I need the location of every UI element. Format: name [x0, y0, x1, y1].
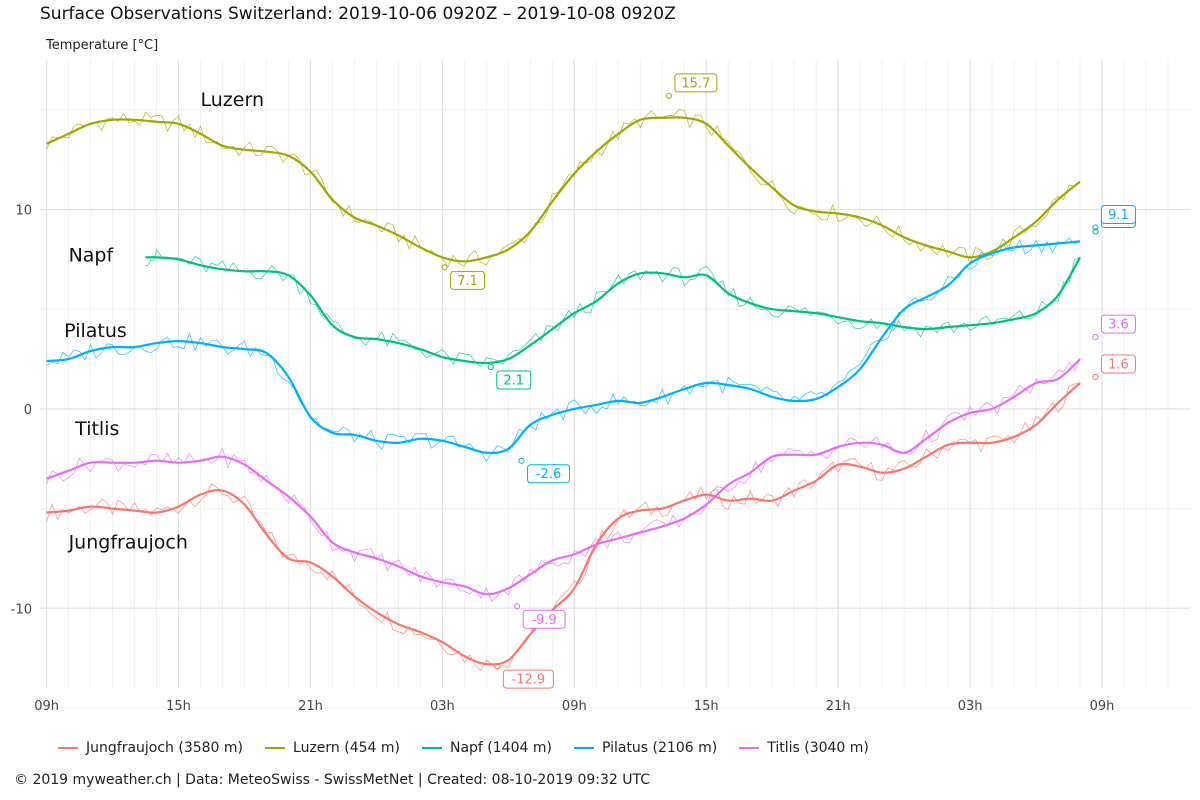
annotation-label-luzern: 7.1 [457, 274, 478, 289]
legend-label: Pilatus (2106 m) [601, 740, 718, 756]
annotation-point-titlis [514, 603, 521, 610]
annotation-point-jungfraujoch [494, 662, 501, 670]
annotation-box-pilatus [1100, 204, 1136, 224]
series-line-pilatus [46, 240, 1081, 455]
chart-title: Surface Observations Switzerland: 2019-1… [40, 4, 676, 24]
x-tick-label: 21h [298, 699, 323, 714]
annotation-label-jungfraujoch: 1.6 [1108, 357, 1129, 372]
y-tick-label: -10 [11, 602, 32, 617]
legend-swatch [265, 747, 286, 749]
annotation-point-luzern [441, 264, 448, 271]
annotation-box-luzern [674, 73, 718, 93]
legend-swatch [58, 747, 78, 749]
legend-item-titlis: Titlis (3040 m) [739, 740, 869, 756]
x-tick-label: 09h [562, 699, 587, 714]
legend-label: Napf (1404 m) [449, 740, 552, 756]
annotation-point-luzern [665, 92, 672, 99]
legend-item-luzern: Luzern (454 m) [265, 740, 400, 756]
station-label-titlis: Titlis [74, 418, 119, 440]
annotation-box-jungfraujoch [502, 669, 554, 689]
annotation-label-pilatus: 9.1 [1108, 208, 1129, 223]
annotation-box-pilatus [527, 464, 571, 484]
x-tick-label: 21h [826, 699, 851, 714]
series-line-luzern [46, 116, 1081, 263]
legend-item-pilatus: Pilatus (2106 m) [573, 740, 718, 756]
legend-item-napf: Napf (1404 m) [421, 740, 552, 756]
raw-trace-napf [145, 248, 1081, 368]
legend-item-jungfraujoch: Jungfraujoch (3580 m) [58, 740, 243, 756]
legend-label: Luzern (454 m) [293, 740, 400, 756]
legend-swatch [421, 747, 442, 749]
annotation-label-napf: 2.1 [503, 374, 524, 389]
annotation-point-pilatus [1092, 224, 1099, 231]
annotation-label-titlis: -9.9 [531, 613, 556, 628]
annotation-point-titlis [1092, 334, 1099, 341]
x-tick-label: 09h [34, 699, 59, 714]
annotation-box-titlis [1100, 314, 1136, 334]
station-label-jungfraujoch: Jungfraujoch [68, 531, 188, 553]
series-line-napf [145, 256, 1082, 365]
annotation-box-jungfraujoch [1100, 354, 1136, 374]
series-line-jungfraujoch [46, 382, 1081, 666]
annotation-label-luzern: 15.7 [681, 76, 710, 91]
legend-swatch [739, 747, 760, 749]
x-tick-label: 15h [694, 699, 719, 714]
legend-swatch [573, 747, 594, 749]
series-line-titlis [46, 358, 1081, 596]
legend-label: Titlis (3040 m) [767, 740, 869, 756]
raw-trace-pilatus [46, 237, 1081, 463]
y-tick-label: 10 [15, 204, 32, 219]
annotation-box-luzern [450, 270, 486, 290]
station-label-luzern: Luzern [201, 89, 264, 111]
footer-credits: © 2019 myweather.ch | Data: MeteoSwiss -… [14, 772, 651, 788]
y-axis-label: Temperature [°C] [46, 38, 159, 53]
annotation-point-napf [487, 363, 494, 371]
legend: Jungfraujoch (3580 m) Luzern (454 m) Napf … [58, 740, 891, 756]
annotation-box-napf [496, 370, 532, 390]
y-tick-label: 0 [24, 403, 32, 418]
annotation-label-pilatus: -2.6 [536, 467, 561, 482]
x-tick-label: 03h [430, 699, 455, 714]
x-tick-label: 09h [1090, 699, 1115, 714]
annotation-label-titlis: 3.6 [1108, 318, 1129, 333]
x-tick-label: 15h [166, 699, 191, 714]
x-tick-label: 03h [958, 699, 983, 714]
annotation-label-jungfraujoch: -12.9 [512, 673, 546, 688]
station-label-napf: Napf [69, 244, 115, 266]
annotation-point-jungfraujoch [1092, 373, 1099, 381]
annotation-box-titlis [522, 609, 566, 629]
annotation-point-napf [1092, 228, 1099, 235]
station-label-pilatus: Pilatus [64, 320, 127, 342]
legend-label: Jungfraujoch (3580 m) [86, 740, 244, 756]
annotation-point-pilatus [518, 457, 525, 464]
